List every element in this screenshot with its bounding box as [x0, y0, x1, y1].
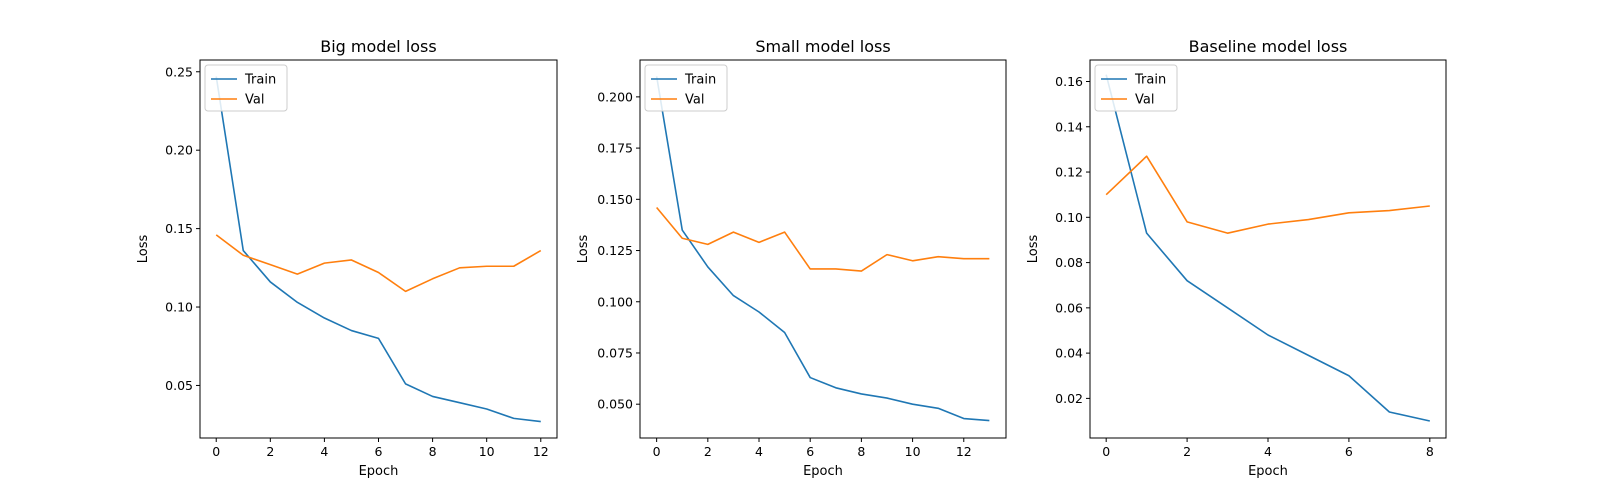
y-tick-label: 0.10 — [1055, 210, 1083, 225]
x-tick-label: 8 — [429, 444, 437, 459]
y-tick-label: 0.075 — [597, 345, 633, 360]
x-tick-label: 4 — [755, 444, 763, 459]
x-tick-label: 6 — [806, 444, 814, 459]
x-tick-label: 2 — [1183, 444, 1191, 459]
y-tick-label: 0.08 — [1055, 255, 1083, 270]
y-tick-label: 0.125 — [597, 243, 633, 258]
x-tick-label: 2 — [704, 444, 712, 459]
x-axis-label: Epoch — [803, 464, 843, 479]
legend-label-train: Train — [684, 73, 716, 88]
chart-title: Small model loss — [755, 37, 890, 56]
y-tick-label: 0.05 — [165, 378, 193, 393]
y-tick-label: 0.16 — [1055, 74, 1083, 89]
y-tick-label: 0.150 — [597, 192, 633, 207]
y-tick-label: 0.04 — [1055, 346, 1083, 361]
legend-label-train: Train — [244, 73, 276, 88]
y-tick-label: 0.100 — [597, 294, 633, 309]
legend: Train Val — [204, 64, 288, 112]
x-tick-label: 6 — [1345, 444, 1353, 459]
legend: Train Val — [1094, 64, 1178, 112]
series-line-val — [1105, 155, 1430, 234]
legend-label-val: Val — [1135, 93, 1154, 108]
y-tick-label: 0.15 — [165, 221, 193, 236]
x-axis-label: Epoch — [1248, 464, 1288, 479]
plot-frame — [639, 59, 1007, 439]
y-tick-label: 0.14 — [1055, 119, 1083, 134]
y-axis-label: Loss — [576, 235, 591, 264]
chart-title: Baseline model loss — [1189, 37, 1348, 56]
x-tick-label: 10 — [905, 444, 921, 459]
x-tick-label: 12 — [533, 444, 549, 459]
x-tick-label: 0 — [1102, 444, 1110, 459]
legend-label-val: Val — [685, 93, 704, 108]
x-tick-label: 4 — [1264, 444, 1272, 459]
series-line-train — [1105, 74, 1430, 422]
x-tick-label: 4 — [320, 444, 328, 459]
chart-title: Big model loss — [320, 37, 436, 56]
y-tick-label: 0.175 — [597, 141, 633, 156]
y-tick-label: 0.25 — [165, 64, 193, 79]
series-line-train — [215, 76, 541, 423]
plot-frame — [1089, 59, 1447, 439]
y-tick-label: 0.10 — [165, 300, 193, 315]
x-tick-label: 2 — [266, 444, 274, 459]
y-tick-label: 0.20 — [165, 143, 193, 158]
y-tick-label: 0.02 — [1055, 391, 1083, 406]
series-line-val — [656, 206, 990, 272]
legend-label-val: Val — [245, 93, 264, 108]
x-tick-label: 8 — [857, 444, 865, 459]
x-axis-label: Epoch — [359, 464, 399, 479]
x-tick-label: 6 — [375, 444, 383, 459]
y-axis-label: Loss — [1026, 235, 1041, 264]
y-tick-label: 0.06 — [1055, 300, 1083, 315]
x-tick-label: 12 — [956, 444, 972, 459]
y-tick-label: 0.12 — [1055, 165, 1083, 180]
x-tick-label: 0 — [653, 444, 661, 459]
series-line-val — [215, 234, 542, 293]
x-tick-label: 10 — [479, 444, 495, 459]
chart-panel-2: Baseline model loss 0 2 4 6 8 0.02 0.04 0.06 0.08… — [1026, 37, 1447, 479]
y-axis-label: Loss — [136, 235, 151, 264]
chart-panel-1: Small model loss 0 2 4 6 8 10 12 0.050 0.075 0.100… — [576, 37, 1007, 479]
series-line-train — [655, 76, 990, 422]
legend: Train Val — [644, 64, 728, 112]
x-tick-label: 0 — [212, 444, 220, 459]
chart-panel-0: Big model loss 0 2 4 6 8 10 12 0.05 0.10 0.15 0.20 0… — [136, 37, 558, 479]
y-tick-label: 0.200 — [597, 89, 633, 104]
x-tick-label: 8 — [1426, 444, 1434, 459]
plot-frame — [199, 59, 558, 439]
y-tick-label: 0.050 — [597, 397, 633, 412]
legend-label-train: Train — [1134, 73, 1166, 88]
